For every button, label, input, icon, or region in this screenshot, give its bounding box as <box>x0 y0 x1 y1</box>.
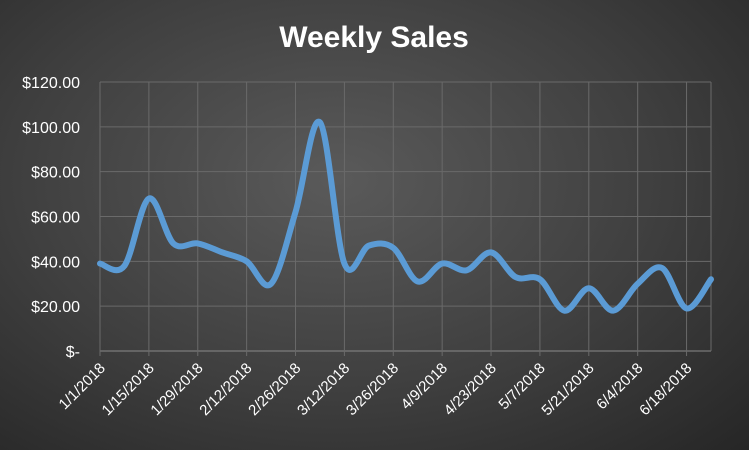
series-layer <box>97 118 714 314</box>
x-tick-label: 4/23/2018 <box>441 360 500 419</box>
x-tick-label: 1/29/2018 <box>147 360 206 419</box>
y-tick-label: $20.00 <box>31 299 80 316</box>
x-tick-label: 3/26/2018 <box>343 360 402 419</box>
gridlines <box>99 81 712 356</box>
x-tick-label: 5/21/2018 <box>538 360 597 419</box>
x-axis-ticks: 1/1/20181/15/20181/29/20182/12/20182/26/… <box>56 360 696 419</box>
y-axis-ticks: $- $20.00 $40.00 $60.00 $80.00 $100.00 $120.00 <box>22 75 80 361</box>
y-tick-label: $40.00 <box>31 254 80 271</box>
y-tick-label: $80.00 <box>31 165 80 182</box>
y-tick-label: $60.00 <box>31 210 80 227</box>
x-tick-label: 3/12/2018 <box>294 360 353 419</box>
y-tick-label: $100.00 <box>22 120 80 137</box>
x-tick-label: 1/15/2018 <box>98 360 157 419</box>
chart-title: Weekly Sales <box>279 21 469 54</box>
x-tick-label: 2/12/2018 <box>196 360 255 419</box>
y-tick-label: $120.00 <box>22 75 80 92</box>
x-tick-label: 6/18/2018 <box>636 360 695 419</box>
series-line-weekly-sales <box>97 118 714 314</box>
x-tick-label: 2/26/2018 <box>245 360 304 419</box>
y-tick-label: $- <box>66 344 80 361</box>
